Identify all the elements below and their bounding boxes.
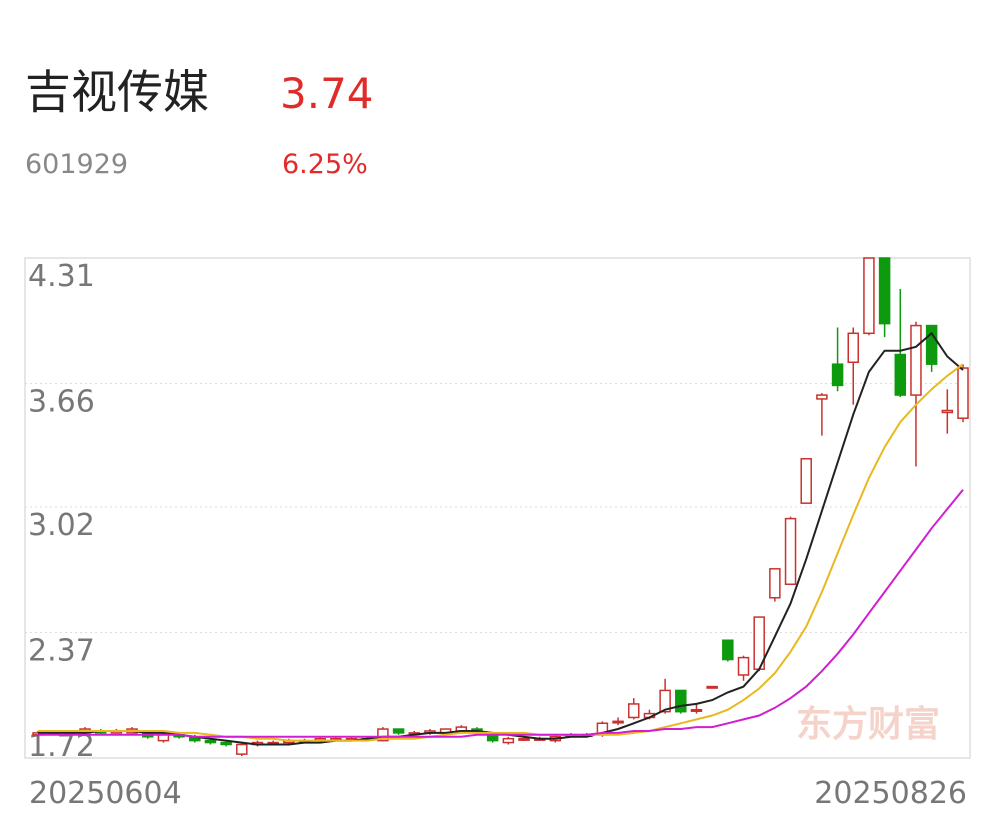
watermark: 东方财富 (796, 703, 940, 745)
plot-frame (24, 257, 971, 759)
candle-body (816, 394, 828, 400)
candle-body (612, 720, 624, 724)
candle-body (847, 332, 860, 363)
candle-body (204, 739, 217, 744)
candle-body (659, 689, 671, 713)
candle-body (800, 458, 812, 504)
moving-average-line (38, 363, 964, 742)
candle-body (690, 708, 703, 712)
y-tick-label: 2.37 (28, 634, 95, 669)
candle-body (957, 367, 969, 419)
stock-name: 吉视传媒 (25, 65, 209, 119)
candle-body (628, 703, 640, 719)
candle-body (392, 728, 405, 734)
candle-body (377, 728, 389, 742)
candle-body (784, 517, 797, 586)
candle-body (675, 689, 687, 713)
candle-body (910, 324, 922, 396)
candle-body (518, 737, 530, 741)
candle-body (502, 737, 515, 744)
stock-code: 601929 (25, 149, 128, 180)
y-tick-label: 3.66 (28, 384, 95, 419)
candle-body (737, 656, 750, 676)
candle-body (863, 257, 875, 335)
moving-average-line (38, 489, 964, 738)
candle-body (925, 324, 938, 365)
candle-body (706, 685, 718, 689)
x-tick-label: 20250826 (814, 776, 967, 811)
candle-body (769, 568, 781, 599)
stock-price: 3.74 (280, 69, 374, 118)
stock-change: 6.25% (282, 149, 368, 180)
candle-body (236, 743, 248, 755)
candle-body (722, 639, 734, 661)
y-tick-label: 3.02 (28, 508, 95, 543)
candle-body (220, 741, 232, 746)
candle-body (894, 353, 907, 396)
candle-body (878, 257, 891, 325)
candle-body (831, 363, 844, 387)
y-tick-label: 4.31 (28, 259, 95, 294)
x-tick-label: 20250604 (29, 776, 182, 811)
candle-body (941, 409, 954, 414)
